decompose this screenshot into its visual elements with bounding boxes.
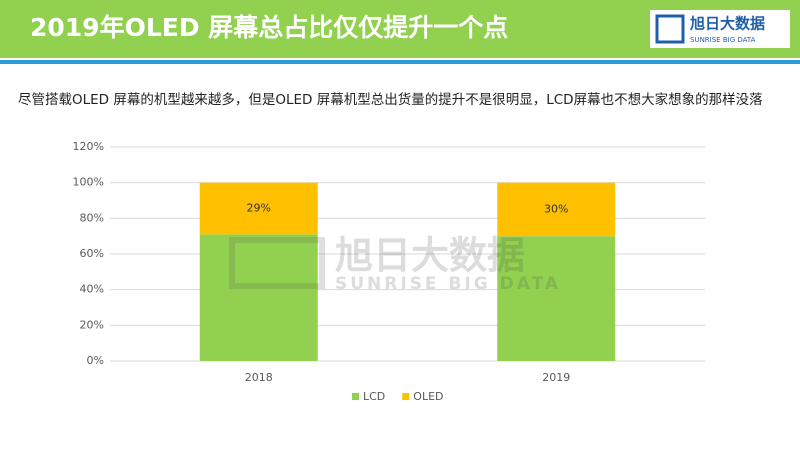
bar-segment — [497, 182, 616, 237]
watermark-icon — [229, 237, 325, 289]
header-rule — [0, 60, 800, 64]
bar-segment — [497, 236, 616, 361]
data-label: 30% — [544, 202, 568, 215]
data-label: 29% — [247, 202, 271, 215]
y-tick-label: 120% — [73, 140, 104, 153]
logo-subtext: SUNRISE BIG DATA — [690, 36, 756, 44]
watermark: 旭日大数据 SUNRISE BIG DATA — [229, 234, 561, 294]
header-title: 2019年OLED 屏幕总占比仅仅提升一个点 — [30, 13, 508, 42]
legend-label: LCD — [363, 390, 385, 403]
y-tick-label: 0% — [87, 354, 104, 367]
logo-text: 旭日大数据 — [689, 15, 765, 33]
y-tick-label: 60% — [80, 247, 104, 260]
legend-label: OLED — [413, 390, 443, 403]
x-tick-label: 2019 — [542, 371, 570, 384]
y-tick-label: 40% — [80, 283, 104, 296]
legend-swatch — [352, 393, 359, 400]
y-tick-label: 20% — [80, 318, 104, 331]
logo-icon — [655, 14, 685, 44]
subtitle: 尽管搭载OLED 屏幕的机型越来越多，但是OLED 屏幕机型总出货量的提升不是很… — [18, 91, 763, 108]
y-tick-label: 100% — [73, 176, 104, 189]
bar-segment — [199, 182, 318, 235]
watermark-subtext: SUNRISE BIG DATA — [335, 274, 561, 294]
y-tick-label: 80% — [80, 211, 104, 224]
legend-swatch — [402, 393, 410, 400]
bar-segment — [199, 234, 318, 361]
watermark-text: 旭日大数据 — [335, 234, 525, 278]
plot: 0% 20% 40% 60% 80% 100% 120% 2018 29% 2019 30% LCD O… — [73, 140, 705, 403]
x-tick-label: 2018 — [245, 371, 273, 384]
